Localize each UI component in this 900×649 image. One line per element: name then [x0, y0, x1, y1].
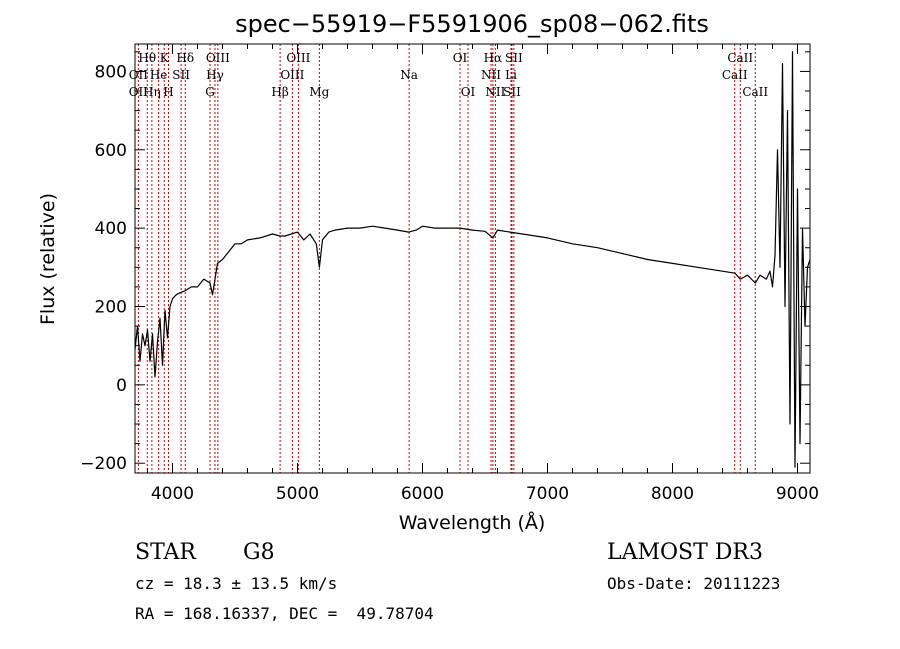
- obs-date: Obs-Date: 20111223: [607, 574, 781, 593]
- line-label: K: [160, 51, 170, 65]
- line-label: Hβ: [271, 85, 288, 99]
- line-label: Mg: [309, 85, 329, 99]
- line-label: Hθ: [138, 51, 156, 65]
- x-tick-label: 4000: [151, 484, 194, 504]
- line-label: NII: [481, 68, 501, 82]
- y-axis-label: Flux (relative): [37, 193, 59, 325]
- line-label: Hγ: [206, 68, 224, 82]
- x-tick-label: 7000: [526, 484, 569, 504]
- line-label: He: [150, 68, 168, 82]
- line-label: G: [205, 85, 215, 99]
- line-label: OIII: [286, 51, 310, 65]
- line-label: NII: [485, 85, 505, 99]
- line-label: CaII: [727, 51, 753, 65]
- coordinates: RA = 168.16337, DEC = 49.78704: [135, 604, 434, 623]
- x-tick-label: 5000: [276, 484, 319, 504]
- x-tick-label: 8000: [651, 484, 694, 504]
- chart-title: spec−55919−F5591906_sp08−062.fits: [235, 10, 709, 38]
- y-tick-label: 600: [95, 141, 127, 161]
- line-label: Hα: [484, 51, 503, 65]
- line-label: Na: [400, 68, 418, 82]
- line-label: SII: [505, 51, 523, 65]
- flux-series-line: [134, 51, 811, 468]
- line-label: OII: [129, 68, 149, 82]
- line-label: H: [163, 85, 173, 99]
- line-label: OI: [461, 85, 476, 99]
- y-axis: −200 0 200 400 600 800: [80, 51, 810, 474]
- line-label: OIII: [206, 51, 230, 65]
- y-tick-label: 800: [95, 62, 127, 82]
- line-label: SII: [503, 85, 521, 99]
- line-label: Hδ: [176, 51, 194, 65]
- x-axis: 4000 5000 6000 7000 8000 9000: [147, 44, 819, 504]
- line-label: OII: [129, 85, 149, 99]
- y-tick-label: 400: [95, 219, 127, 239]
- x-tick-label: 9000: [776, 484, 819, 504]
- object-class: STAR: [135, 540, 196, 565]
- x-tick-label: 6000: [401, 484, 444, 504]
- line-label: SII: [172, 68, 190, 82]
- line-label: OI: [453, 51, 468, 65]
- redshift-text: cz = 18.3 ± 13.5 km/s: [135, 574, 338, 593]
- plot-frame: [134, 43, 811, 474]
- line-label: CaII: [722, 68, 748, 82]
- y-tick-label: 200: [95, 297, 127, 317]
- line-label: CaII: [742, 85, 768, 99]
- y-tick-label: 0: [116, 376, 127, 396]
- spectral-subclass: G8: [243, 540, 275, 565]
- line-label: OIII: [280, 68, 304, 82]
- survey-name: LAMOST DR3: [607, 540, 763, 565]
- line-markers: [137, 44, 756, 473]
- x-axis-label: Wavelength (Å): [399, 511, 546, 534]
- line-label: Li: [505, 68, 517, 82]
- y-tick-label: −200: [80, 454, 127, 474]
- line-label: Hη: [143, 85, 161, 99]
